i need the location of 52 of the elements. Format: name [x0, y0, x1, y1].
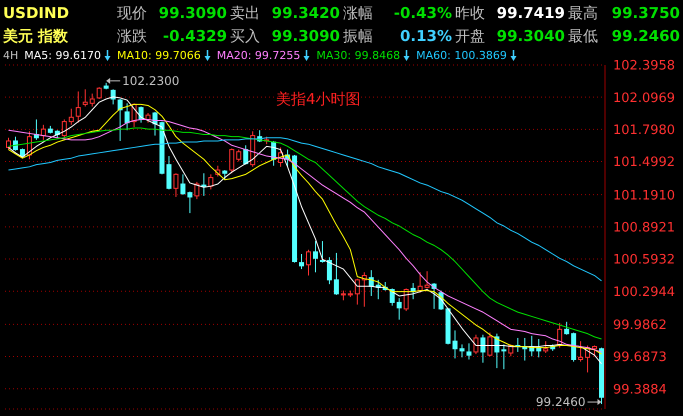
- y-tick-label: 100.2944: [613, 284, 676, 300]
- text: 99.3090: [158, 4, 227, 22]
- y-tick-label: 100.5932: [613, 252, 676, 268]
- y-tick-label: 101.7980: [613, 122, 676, 138]
- candlestick: [340, 290, 346, 301]
- annotation: 99.2460: [536, 395, 586, 410]
- text: 最高: [568, 4, 598, 23]
- text: 美指4小时图: [276, 90, 361, 109]
- text: 涨跌: [117, 27, 147, 46]
- text: 涨幅: [343, 4, 373, 23]
- line-series: [8, 137, 602, 282]
- candlestick: [180, 174, 186, 196]
- y-tick-label: 99.9862: [613, 318, 667, 333]
- text: 99.3420: [272, 4, 340, 22]
- y-tick-label: 100.8921: [613, 220, 676, 236]
- text: 卖出: [230, 4, 260, 23]
- y-tick-label: 102.0969: [613, 90, 676, 106]
- text: MA30: 99.8468: [316, 49, 400, 62]
- text: USDIND: [3, 4, 70, 22]
- text: 4H: [3, 49, 18, 62]
- text: 99.3090: [272, 27, 340, 45]
- candlestick: [312, 240, 318, 273]
- text: 昨收: [455, 4, 485, 23]
- text: MA20: 99.7255: [216, 49, 300, 62]
- text: 开盘: [455, 27, 485, 46]
- text: 99.2460: [612, 27, 680, 45]
- y-tick-label: 99.3884: [613, 382, 667, 398]
- text: MA60: 100.3869: [416, 49, 507, 62]
- text: 美元 指数: [3, 27, 68, 46]
- text: 最低: [568, 27, 598, 46]
- text: -0.4329: [162, 27, 227, 45]
- text: -0.43%: [394, 4, 452, 22]
- y-tick-label: 99.6873: [613, 350, 667, 366]
- candlestick: [68, 108, 74, 126]
- annotation: 102.2300: [122, 74, 180, 88]
- text: 99.3040: [496, 27, 565, 45]
- text: MA10: 99.7066: [117, 49, 201, 62]
- text: 现价: [117, 4, 147, 23]
- text: 99.3750: [612, 4, 680, 22]
- y-tick-label: 101.4992: [613, 155, 676, 170]
- candlestick: [396, 298, 402, 320]
- text: 振幅: [343, 27, 373, 46]
- candlestick: [466, 342, 472, 360]
- candlestick: [480, 334, 486, 364]
- candlestick: [452, 330, 458, 359]
- y-tick-label: 102.3958: [613, 58, 676, 74]
- y-tick-label: 101.1910: [613, 188, 676, 204]
- candlestick: [201, 172, 206, 196]
- text: 0.13%: [400, 27, 452, 45]
- text: MA5: 99.6170: [24, 49, 101, 62]
- text: 买入: [230, 27, 260, 46]
- text: 99.7419: [496, 4, 565, 22]
